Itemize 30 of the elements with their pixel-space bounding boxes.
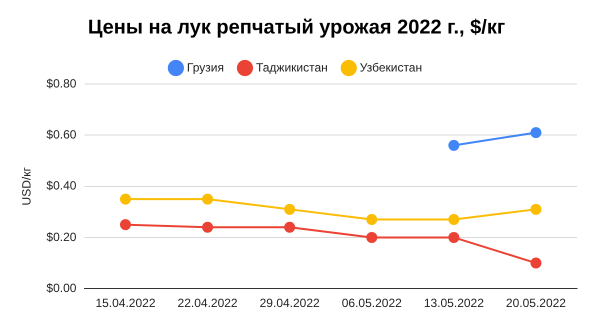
y-tick-label: $0.00 — [46, 280, 77, 295]
point — [448, 214, 460, 226]
point — [448, 232, 460, 243]
y-tick-label: $0.40 — [46, 178, 77, 193]
point — [202, 194, 214, 205]
point — [448, 140, 460, 151]
legend-label: Грузия — [186, 60, 224, 74]
x-tick-label: 20.05.2022 — [506, 296, 566, 310]
legend-label: Узбекистан — [360, 60, 422, 74]
chart-title: Цены на лук репчатый урожая 2022 г., $/кг — [88, 16, 506, 39]
x-tick-label: 13.05.2022 — [424, 296, 484, 310]
y-tick-label: $0.20 — [46, 230, 77, 244]
point — [530, 204, 542, 215]
point — [120, 194, 131, 205]
x-tick-label: 22.04.2022 — [178, 296, 238, 310]
y-tick-label: $0.60 — [46, 127, 77, 142]
x-tick-label: 29.04.2022 — [260, 296, 320, 310]
point — [366, 214, 378, 226]
point — [284, 204, 296, 215]
point — [120, 219, 131, 230]
y-axis-title: USD/кг — [20, 166, 34, 206]
point — [284, 222, 296, 233]
x-tick-label: 06.05.2022 — [342, 296, 402, 310]
x-tick-label: 15.04.2022 — [95, 296, 156, 310]
point — [530, 258, 542, 269]
point — [530, 127, 542, 138]
y-tick-label: $0.80 — [46, 76, 77, 90]
legend-label: Таджикистан — [256, 60, 328, 74]
point — [202, 222, 214, 233]
point — [366, 232, 378, 243]
